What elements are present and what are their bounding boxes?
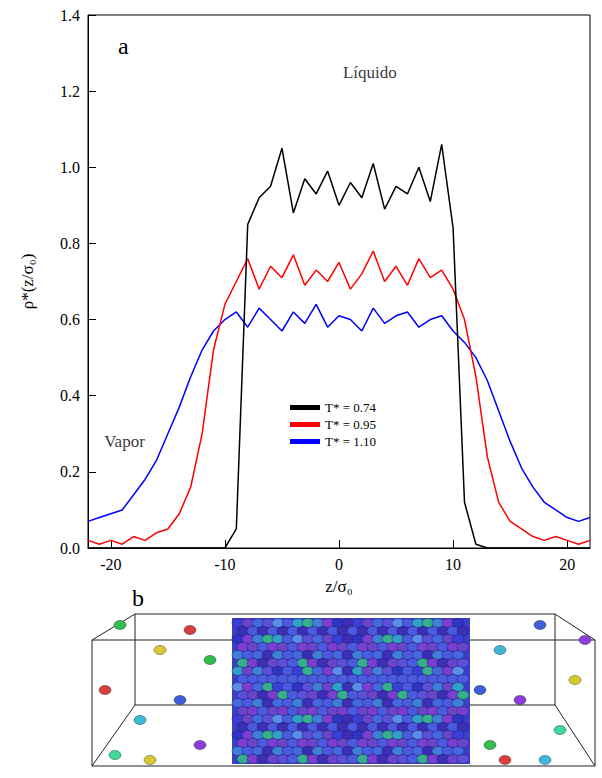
svg-text:0.8: 0.8 [60, 235, 80, 252]
svg-text:a: a [118, 33, 129, 59]
svg-text:-10: -10 [214, 556, 235, 573]
svg-text:Vapor: Vapor [104, 432, 145, 451]
svg-text:T* = 0.74: T* = 0.74 [325, 400, 377, 415]
svg-text:10: 10 [445, 556, 461, 573]
svg-text:0.2: 0.2 [60, 463, 80, 480]
svg-text:1.0: 1.0 [60, 159, 80, 176]
svg-text:0.0: 0.0 [60, 540, 80, 557]
svg-text:z/σ₀: z/σ₀ [325, 577, 352, 596]
svg-text:0: 0 [335, 556, 343, 573]
svg-text:20: 20 [559, 556, 575, 573]
svg-text:0.4: 0.4 [60, 387, 80, 404]
svg-text:1.4: 1.4 [60, 7, 80, 24]
svg-text:b: b [132, 585, 144, 611]
svg-text:-20: -20 [100, 556, 121, 573]
svg-text:Líquido: Líquido [343, 63, 397, 82]
svg-text:ρ*(z/σ₀): ρ*(z/σ₀) [18, 254, 37, 310]
svg-text:1.2: 1.2 [60, 83, 80, 100]
svg-text:T* = 1.10: T* = 1.10 [325, 434, 376, 449]
svg-text:T* = 0.95: T* = 0.95 [325, 417, 376, 432]
svg-text:0.6: 0.6 [60, 311, 80, 328]
